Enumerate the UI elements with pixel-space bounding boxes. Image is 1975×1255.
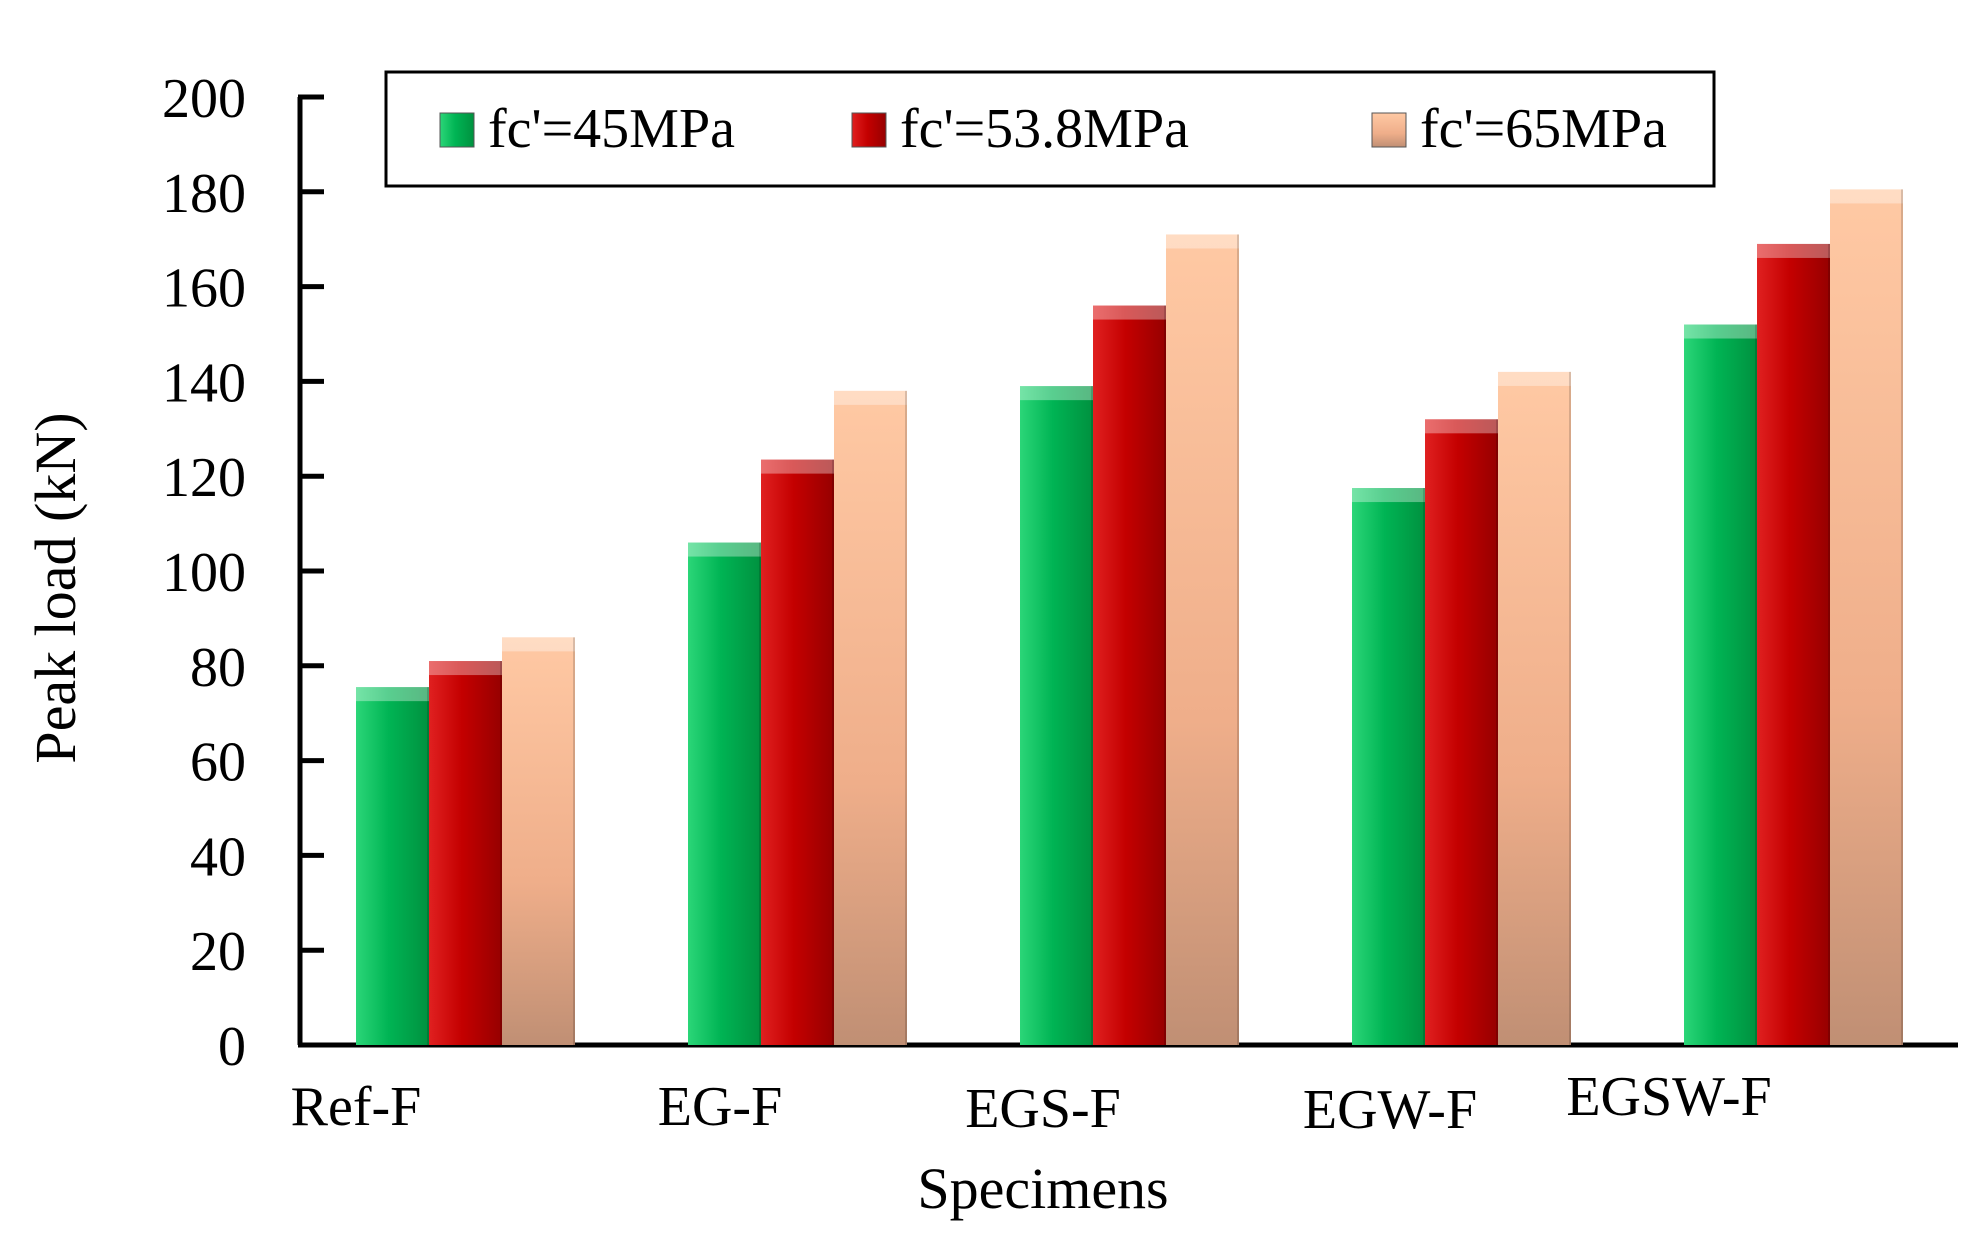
y-tick-label: 200 [162, 68, 246, 130]
bar-EG-F-series-1 [761, 459, 834, 1045]
bar-EG-F-series-0 [688, 542, 761, 1045]
bar-bevel [1684, 324, 1757, 339]
x-category-labels: Ref-F EG-F EGS-F EGW-F EGSW-F [291, 1066, 1772, 1141]
bar-EGS-F-series-0 [1020, 386, 1093, 1045]
x-category-label: EGSW-F [1566, 1066, 1771, 1128]
bar-Ref-F-series-2 [502, 637, 575, 1045]
x-axis-title: Specimens [917, 1156, 1168, 1221]
y-axis: 0 20 40 60 80 100 120 140 160 180 200 [162, 68, 324, 1078]
bar-body [834, 390, 907, 1045]
y-ticks: 0 20 40 60 80 100 120 140 160 180 200 [162, 68, 324, 1078]
bar-bevel [1425, 419, 1498, 434]
legend-items: fc'=45MPa fc'=53.8MPa fc'=65MPa [439, 98, 1667, 160]
bar-body [429, 661, 502, 1045]
legend-label: fc'=45MPa [488, 98, 735, 160]
bar-EGW-F-series-0 [1352, 488, 1425, 1045]
x-category-label: EGW-F [1303, 1079, 1477, 1141]
x-category-label: EG-F [658, 1076, 782, 1138]
bar-EGS-F-series-2 [1166, 234, 1239, 1045]
bar-body [1498, 371, 1571, 1045]
legend-item-1: fc'=53.8MPa [851, 98, 1189, 160]
legend-label: fc'=65MPa [1420, 98, 1667, 160]
y-tick-label: 100 [162, 542, 246, 604]
bar-body [761, 459, 834, 1045]
bar-bevel [1830, 189, 1903, 204]
bar-bevel [761, 459, 834, 474]
bar-bevel [1093, 305, 1166, 320]
bar-EG-F-series-2 [834, 390, 907, 1045]
x-axis: Ref-F EG-F EGS-F EGW-F EGSW-F [291, 1042, 1958, 1141]
bar-body [1093, 305, 1166, 1045]
bar-body [1425, 419, 1498, 1045]
y-tick-label: 80 [190, 637, 246, 699]
x-category-label: EGS-F [965, 1078, 1121, 1140]
y-tick-label: 180 [162, 163, 246, 225]
bar-bevel [1020, 386, 1093, 401]
bar-EGSW-F-series-2 [1830, 189, 1903, 1045]
y-tick-label: 40 [190, 826, 246, 888]
legend-swatch [439, 112, 475, 148]
bars [356, 189, 1903, 1045]
bar-Ref-F-series-0 [356, 687, 429, 1045]
bar-bevel [834, 390, 907, 405]
bar-EGSW-F-series-0 [1684, 324, 1757, 1045]
y-tick-label: 0 [218, 1016, 246, 1078]
bar-bevel [1166, 234, 1239, 249]
legend-label: fc'=53.8MPa [900, 98, 1189, 160]
y-tick-label: 20 [190, 921, 246, 983]
y-axis-title: Peak load (kN) [23, 412, 88, 763]
bar-bevel [1757, 243, 1830, 258]
bar-body [688, 542, 761, 1045]
bar-EGW-F-series-1 [1425, 419, 1498, 1045]
bar-body [502, 637, 575, 1045]
bar-bevel [356, 687, 429, 702]
legend-swatch [1371, 112, 1407, 148]
bar-Ref-F-series-1 [429, 661, 502, 1045]
y-tick-label: 60 [190, 732, 246, 794]
bar-EGS-F-series-1 [1093, 305, 1166, 1045]
legend-item-0: fc'=45MPa [439, 98, 735, 160]
bar-EGSW-F-series-1 [1757, 243, 1830, 1045]
bar-body [1020, 386, 1093, 1045]
bar-body [1757, 243, 1830, 1045]
y-tick-label: 120 [162, 447, 246, 509]
bar-bevel [502, 637, 575, 652]
bar-body [1684, 324, 1757, 1045]
y-tick-label: 140 [162, 352, 246, 414]
bar-bevel [688, 542, 761, 557]
bar-body [1166, 234, 1239, 1045]
legend: fc'=45MPa fc'=53.8MPa fc'=65MPa [384, 70, 1716, 188]
bar-body [1830, 189, 1903, 1045]
bar-body [356, 687, 429, 1045]
bar-bevel [1498, 371, 1571, 386]
bar-bevel [429, 661, 502, 676]
y-tick-label: 160 [162, 258, 246, 320]
bar-EGW-F-series-2 [1498, 371, 1571, 1045]
x-category-label: Ref-F [291, 1076, 422, 1138]
legend-swatch [851, 112, 887, 148]
legend-box [384, 70, 1716, 188]
bar-bevel [1352, 488, 1425, 503]
legend-item-2: fc'=65MPa [1371, 98, 1667, 160]
bar-body [1352, 488, 1425, 1045]
